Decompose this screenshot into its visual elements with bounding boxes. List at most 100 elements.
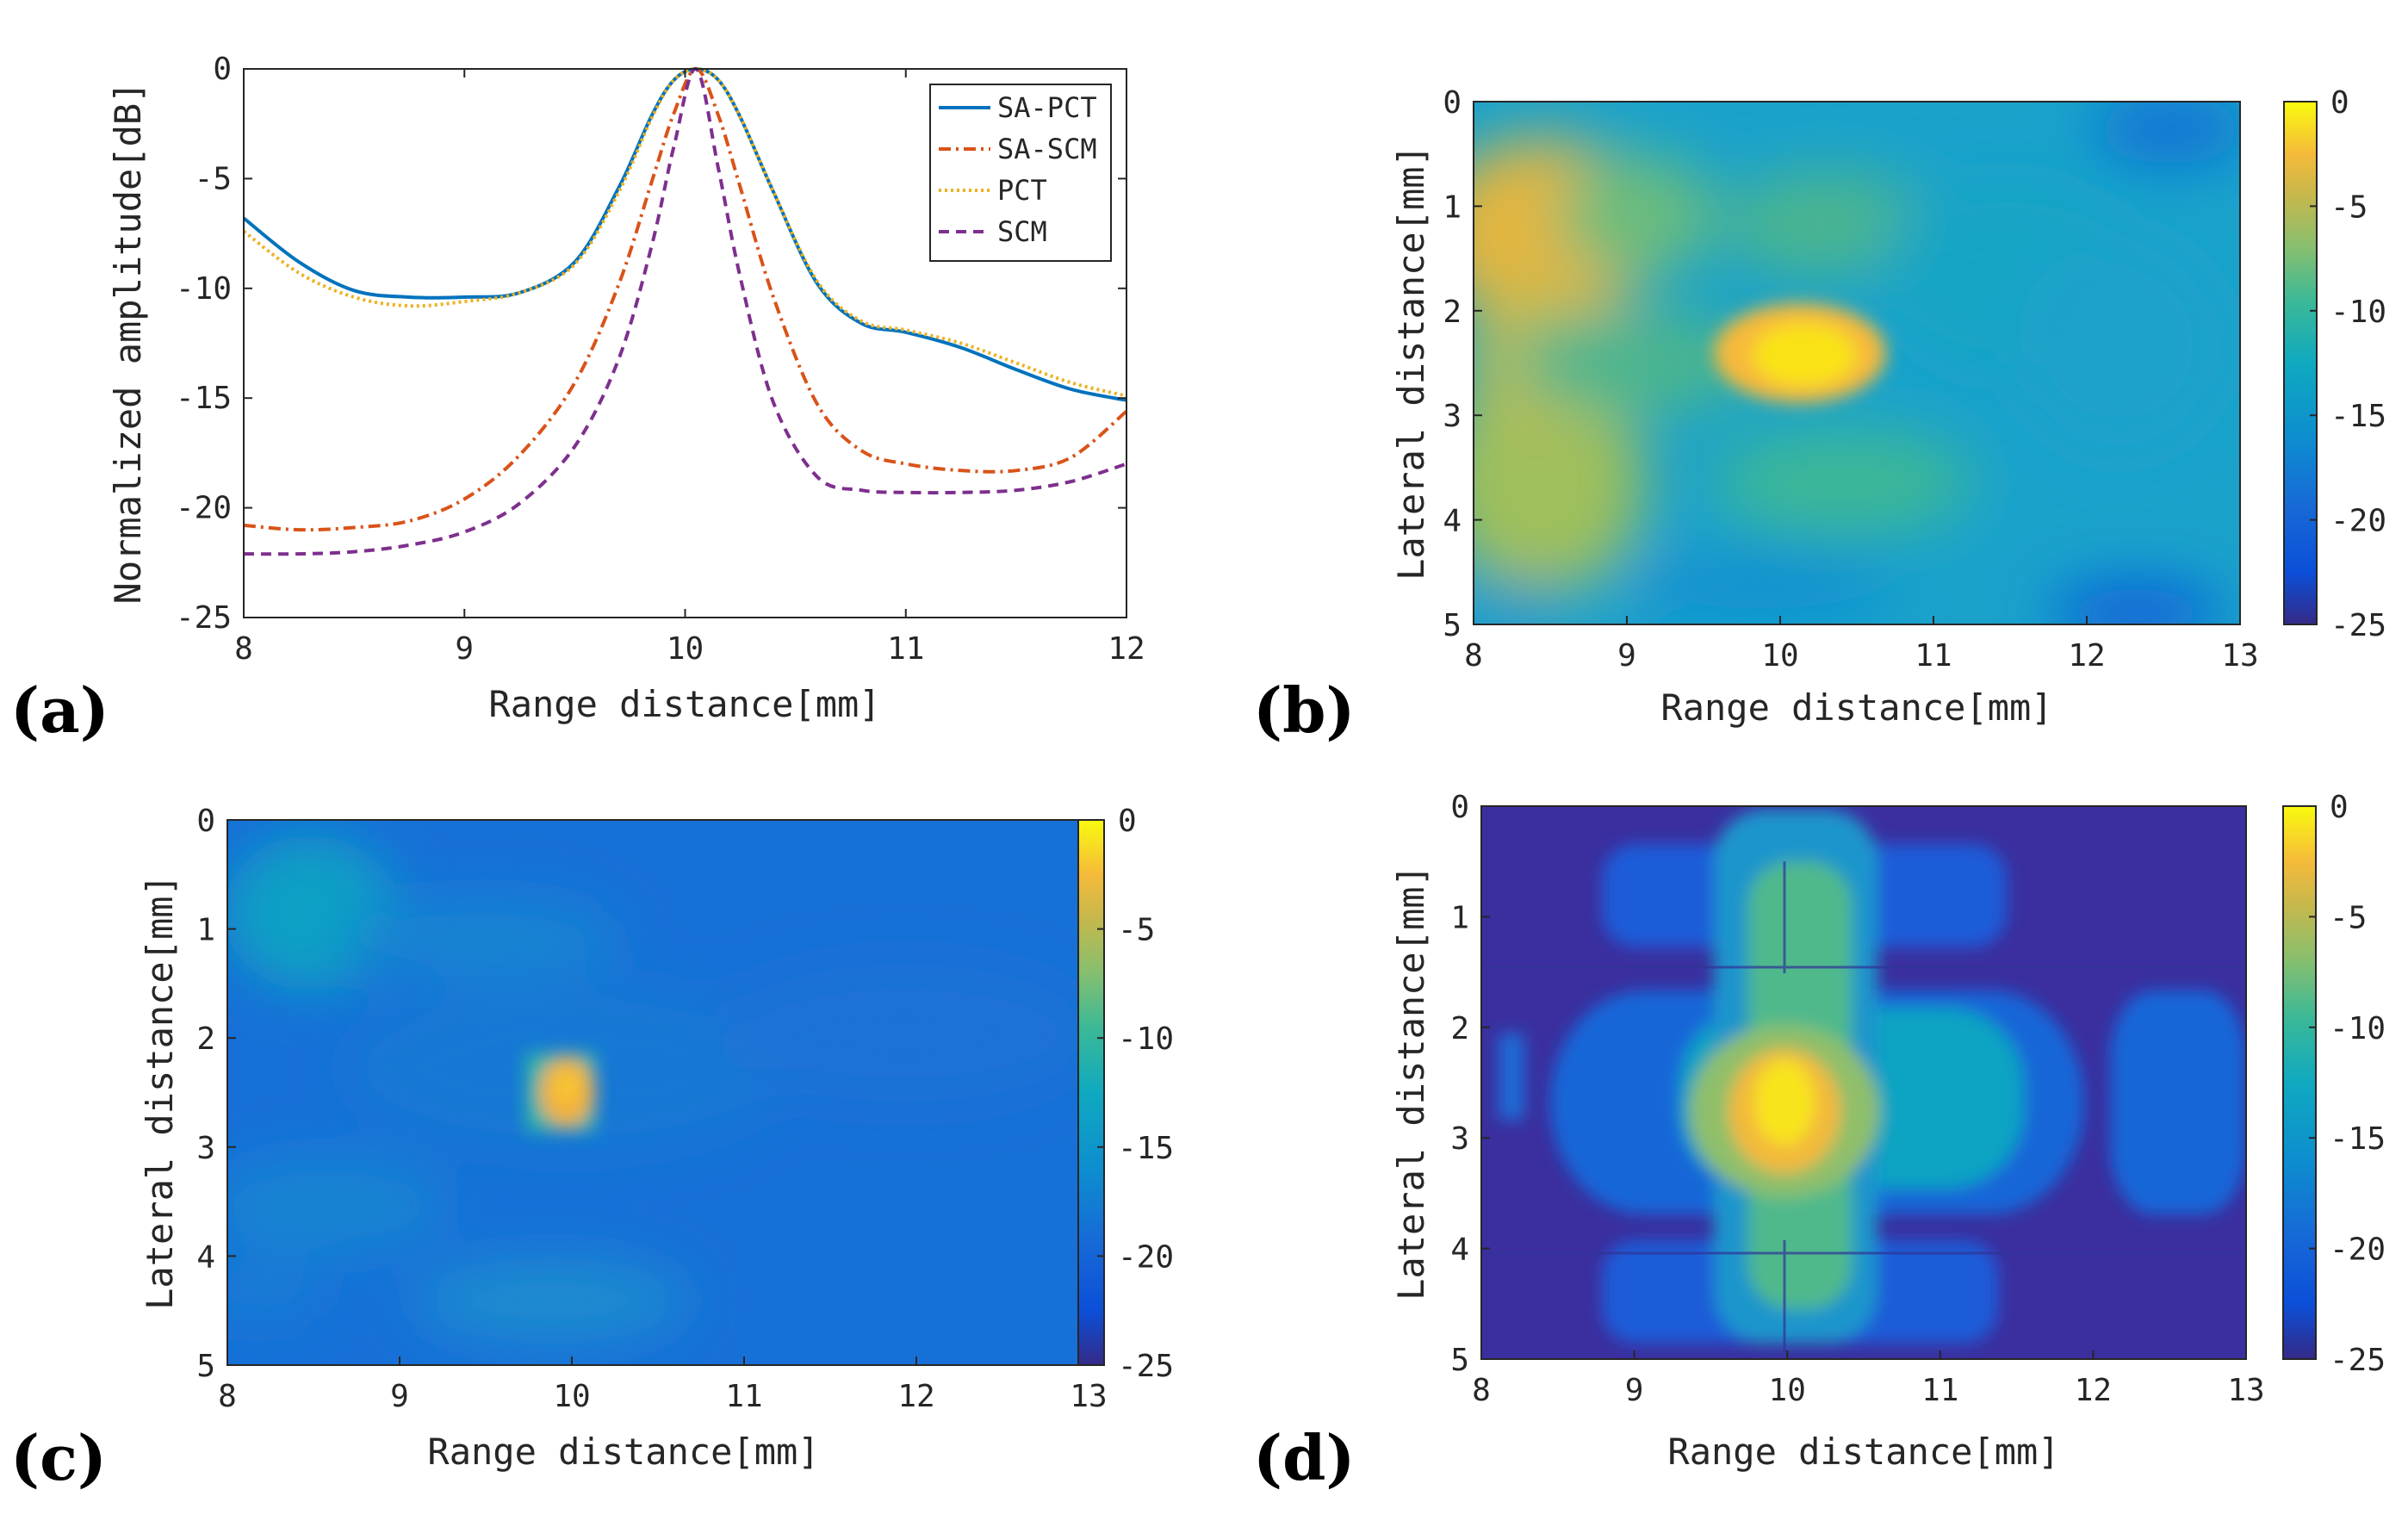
panel-label-a: (a) xyxy=(10,674,109,747)
heatmap-image-b xyxy=(1474,102,2240,624)
colorbar-tick-label-d: -10 xyxy=(2330,1011,2386,1046)
y-tick-label-d: 0 xyxy=(1450,790,1469,825)
colorbar-tick-label-c: -15 xyxy=(1118,1131,1174,1166)
colorbar-tick-label-c: -10 xyxy=(1118,1021,1174,1057)
panel-a-line-chart: 8 9 10 11 12 0 -5 -10 -15 -20 -25 Range distance[m… xyxy=(107,52,1145,725)
x-tick-label-d: 10 xyxy=(1769,1373,1806,1408)
y-tick-label-c: 3 xyxy=(196,1131,215,1166)
x-tick-label-b: 12 xyxy=(2068,638,2105,674)
y-tick-label-d: 5 xyxy=(1450,1343,1469,1378)
colorbar-tick-label-c: 0 xyxy=(1118,804,1137,839)
y-axis-label-b: Lateral distance[mm] xyxy=(1390,145,1432,580)
colorbar-tick-label-d: 0 xyxy=(2330,790,2349,825)
x-tick-label-b: 13 xyxy=(2221,638,2258,674)
x-axis-label-d: Range distance[mm] xyxy=(1667,1431,2059,1473)
x-axis-label-a: Range distance[mm] xyxy=(488,683,880,725)
colorbar-ticks-c: 0 -5 -10 -15 -20 -25 xyxy=(1097,804,1174,1384)
legend-label-sa-scm: SA-SCM xyxy=(997,133,1097,165)
y-tick-label-d: 2 xyxy=(1450,1011,1469,1046)
panel-label-c: (c) xyxy=(10,1421,107,1494)
x-tick-label-d: 9 xyxy=(1625,1373,1644,1408)
x-tick-label-b: 8 xyxy=(1464,638,1483,674)
colorbar-tick-label-d: -15 xyxy=(2330,1121,2386,1157)
colorbar-tick-label-b: -25 xyxy=(2330,608,2386,643)
x-tick-label-d: 12 xyxy=(2075,1373,2112,1408)
panel-label-d: (d) xyxy=(1253,1421,1355,1494)
x-tick-label-b: 9 xyxy=(1617,638,1636,674)
y-tick-label-a: 0 xyxy=(213,52,232,87)
x-tick-label-c: 9 xyxy=(390,1379,409,1414)
y-tick-label-d: 1 xyxy=(1450,900,1469,935)
y-tick-label-b: 4 xyxy=(1443,504,1462,539)
colorbar-ticks-d: 0 -5 -10 -15 -20 -25 xyxy=(2309,790,2386,1378)
x-tick-label-d: 11 xyxy=(1921,1373,1958,1408)
heatmap-image-d xyxy=(1481,806,2246,1359)
series-line-pct xyxy=(242,66,1127,398)
y-tick-label-a: -25 xyxy=(176,600,232,636)
colorbar-tick-label-c: -5 xyxy=(1118,913,1155,948)
legend-a: SA-PCT SA-SCM PCT SCM xyxy=(929,84,1112,262)
y-tick-label-b: 5 xyxy=(1443,608,1462,643)
y-tick-label-a: -10 xyxy=(176,271,232,307)
colorbar-tick-label-d: -25 xyxy=(2330,1343,2386,1378)
x-tick-label-c: 11 xyxy=(725,1379,762,1414)
x-tick-label-c: 8 xyxy=(218,1379,237,1414)
y-tick-label-b: 1 xyxy=(1443,189,1462,225)
y-tick-label-d: 4 xyxy=(1450,1232,1469,1268)
ticks-a: 8 9 10 11 12 0 -5 -10 -15 -20 -25 xyxy=(176,52,1145,667)
colorbar-tick-label-b: -20 xyxy=(2330,504,2386,539)
x-axis-label-b: Range distance[mm] xyxy=(1660,686,2052,729)
y-axis-label-d: Lateral distance[mm] xyxy=(1390,865,1432,1301)
x-tick-label-a: 12 xyxy=(1108,631,1145,667)
colorbar-tick-label-b: 0 xyxy=(2330,85,2349,121)
x-tick-label-d: 13 xyxy=(2227,1373,2264,1408)
y-tick-label-b: 2 xyxy=(1443,295,1462,330)
x-tick-label-d: 8 xyxy=(1472,1373,1491,1408)
colorbar-tick-label-b: -15 xyxy=(2330,399,2386,434)
y-tick-label-d: 3 xyxy=(1450,1121,1469,1157)
y-tick-label-a: -15 xyxy=(176,381,232,416)
y-tick-label-a: -5 xyxy=(195,161,232,196)
y-axis-label-c: Lateral distance[mm] xyxy=(139,874,181,1310)
colorbar-tick-label-d: -5 xyxy=(2330,900,2367,935)
colorbar-d xyxy=(2282,805,2317,1360)
colorbar-ticks-b: 0 -5 -10 -15 -20 -25 xyxy=(2310,85,2386,643)
colorbar-tick-label-b: -10 xyxy=(2330,295,2386,330)
x-tick-label-b: 11 xyxy=(1915,638,1952,674)
x-tick-label-a: 9 xyxy=(455,631,474,667)
x-tick-label-c: 10 xyxy=(553,1379,590,1414)
colorbar-b xyxy=(2283,101,2318,625)
colorbar-tick-label-b: -5 xyxy=(2330,189,2368,225)
colorbar-tick-label-c: -20 xyxy=(1118,1239,1174,1275)
x-tick-label-a: 10 xyxy=(667,631,704,667)
axes-frame-d xyxy=(1480,805,2247,1360)
x-axis-label-c: Range distance[mm] xyxy=(427,1431,819,1473)
axes-frame-b xyxy=(1473,101,2241,625)
colorbar-tick-label-d: -20 xyxy=(2330,1232,2386,1268)
x-tick-label-c: 12 xyxy=(897,1379,934,1414)
heatmap-image-c xyxy=(227,820,1089,1365)
y-tick-label-b: 0 xyxy=(1443,85,1462,121)
x-tick-label-b: 10 xyxy=(1761,638,1798,674)
y-tick-label-c: 2 xyxy=(196,1021,215,1057)
x-tick-label-c: 13 xyxy=(1070,1379,1107,1414)
legend-label-scm: SCM xyxy=(997,215,1047,248)
colorbar-c xyxy=(1077,819,1105,1366)
legend-label-pct: PCT xyxy=(997,174,1047,207)
y-tick-label-b: 3 xyxy=(1443,399,1462,434)
y-tick-label-c: 0 xyxy=(196,804,215,839)
legend-label-sa-pct: SA-PCT xyxy=(997,91,1097,124)
panel-label-b: (b) xyxy=(1253,674,1355,747)
y-tick-label-c: 5 xyxy=(196,1349,215,1384)
y-axis-label-a: Normalized amplitude[dB] xyxy=(107,82,149,605)
x-tick-label-a: 8 xyxy=(234,631,253,667)
y-tick-label-c: 4 xyxy=(196,1239,215,1275)
y-tick-label-a: -20 xyxy=(176,491,232,526)
